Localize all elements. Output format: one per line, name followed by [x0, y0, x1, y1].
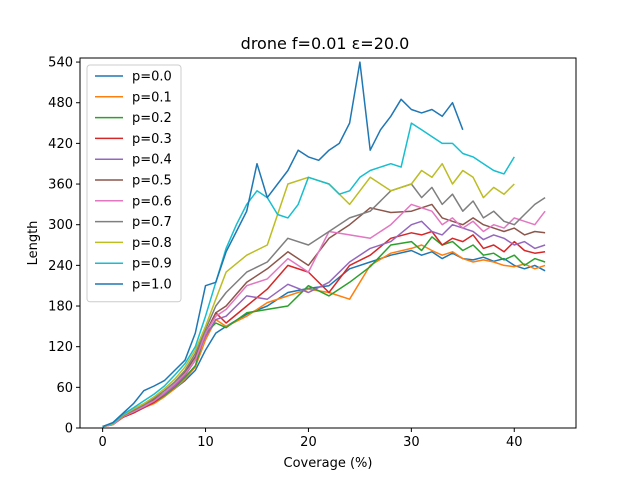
legend-label-p=0.1: p=0.1 [132, 90, 172, 105]
chart-title: drone f=0.01 ε=20.0 [241, 34, 410, 53]
legend-label-p=0.5: p=0.5 [132, 174, 172, 189]
legend-label-p=0.6: p=0.6 [132, 194, 172, 209]
y-tick-label: 0 [65, 422, 73, 437]
series-line-p=1.0 [102, 61, 464, 428]
y-tick-label: 60 [56, 381, 73, 396]
series-line-p=0.9 [102, 122, 515, 428]
x-tick-label: 20 [300, 435, 317, 450]
legend-label-p=0.2: p=0.2 [132, 111, 172, 126]
legend-label-p=0.8: p=0.8 [132, 236, 172, 251]
plot-area [79, 57, 577, 429]
legend-label-p=1.0: p=1.0 [132, 278, 172, 293]
x-axis-label: Coverage (%) [284, 456, 373, 471]
y-tick-label: 180 [48, 300, 73, 315]
x-tick-label: 40 [506, 435, 523, 450]
legend-label-p=0.7: p=0.7 [132, 215, 172, 230]
series-line-p=0.7 [102, 183, 546, 428]
x-tick-label: 10 [197, 435, 214, 450]
legend-label-p=0.3: p=0.3 [132, 132, 172, 147]
legend-label-p=0.9: p=0.9 [132, 257, 172, 272]
legend: p=0.0 p=0.1 p=0.2 p=0.3 p=0.4 p=0.5 p=0.6 p=0.7… [86, 64, 182, 303]
x-tick-label: 0 [98, 435, 106, 450]
y-tick-label: 240 [48, 259, 73, 274]
series-line-p=0.8 [102, 162, 515, 428]
y-tick-label: 420 [48, 137, 73, 152]
y-tick-label: 120 [48, 340, 73, 355]
y-axis-ticks: 0 60 120 180 240 300 360 420 480 540 [48, 56, 80, 437]
y-tick-label: 360 [48, 178, 73, 193]
legend-label-p=0.4: p=0.4 [132, 153, 172, 168]
y-tick-label: 300 [48, 218, 73, 233]
axes-frame [79, 57, 577, 429]
x-axis-ticks: 0 10 20 30 40 [98, 428, 523, 450]
y-axis-label: Length [26, 221, 41, 266]
x-tick-label: 30 [403, 435, 420, 450]
y-tick-label: 480 [48, 96, 73, 111]
legend-label-p=0.0: p=0.0 [132, 70, 172, 85]
series-layer [102, 61, 546, 428]
y-tick-label: 540 [48, 56, 73, 71]
